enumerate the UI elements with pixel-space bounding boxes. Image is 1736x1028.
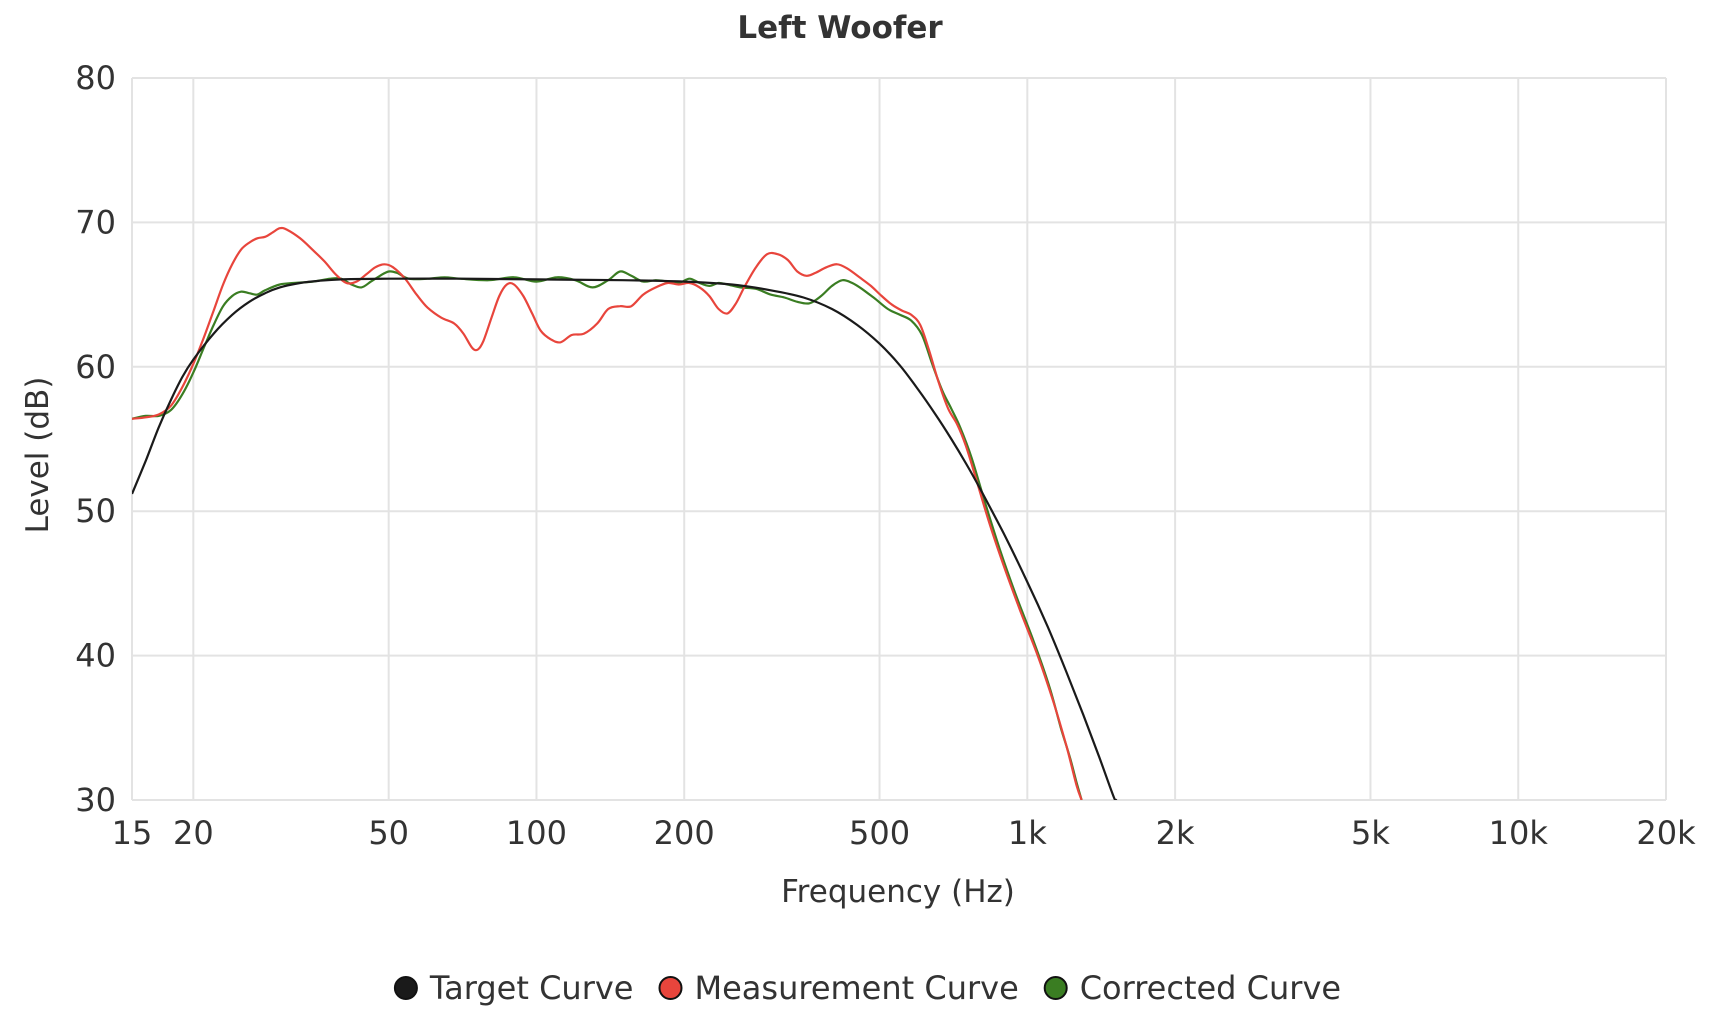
legend-item-corrected-curve[interactable]: Corrected Curve bbox=[1043, 969, 1341, 1007]
legend-label: Corrected Curve bbox=[1080, 969, 1341, 1007]
y-axis-ticks: 30 40 50 60 70 80 bbox=[75, 59, 116, 819]
y-axis-title: Level (dB) bbox=[20, 377, 56, 534]
x-tick-label: 200 bbox=[654, 814, 715, 852]
y-tick-label: 70 bbox=[75, 203, 116, 241]
chart-title: Left Woofer bbox=[737, 10, 943, 46]
x-tick-label: 15 bbox=[112, 814, 153, 852]
y-tick-label: 80 bbox=[75, 59, 116, 97]
x-tick-label: 100 bbox=[506, 814, 567, 852]
legend-item-target-curve[interactable]: Target Curve bbox=[393, 969, 634, 1007]
series-lines bbox=[132, 226, 1118, 800]
x-axis-ticks: 15 20 50 100 200 500 1k 2k 5k 10k 20k bbox=[112, 814, 1696, 852]
x-tick-label: 500 bbox=[849, 814, 910, 852]
y-tick-label: 60 bbox=[75, 348, 116, 386]
x-tick-label: 5k bbox=[1351, 814, 1390, 852]
legend-marker bbox=[658, 976, 683, 1000]
x-tick-label: 20 bbox=[173, 814, 214, 852]
legend-marker bbox=[1043, 976, 1068, 1000]
y-tick-label: 50 bbox=[75, 492, 116, 530]
y-tick-label: 40 bbox=[75, 637, 116, 675]
x-axis-title: Frequency (Hz) bbox=[781, 874, 1015, 910]
legend[interactable]: Target Curve Measurement Curve Corrected C… bbox=[393, 969, 1341, 1007]
corrected-curve-line bbox=[132, 270, 1083, 800]
x-tick-label: 20k bbox=[1636, 814, 1696, 852]
x-tick-label: 2k bbox=[1156, 814, 1195, 852]
measurement-curve-line bbox=[132, 226, 1083, 800]
x-tick-label: 10k bbox=[1489, 814, 1549, 852]
x-tick-label: 50 bbox=[368, 814, 409, 852]
legend-label: Target Curve bbox=[429, 969, 634, 1007]
gridlines bbox=[131, 77, 1667, 801]
x-tick-label: 1k bbox=[1008, 814, 1047, 852]
legend-marker bbox=[393, 976, 418, 1000]
legend-label: Measurement Curve bbox=[695, 969, 1019, 1007]
legend-item-measurement-curve[interactable]: Measurement Curve bbox=[658, 969, 1019, 1007]
target-curve-line bbox=[132, 277, 1118, 800]
y-tick-label: 30 bbox=[75, 781, 116, 819]
